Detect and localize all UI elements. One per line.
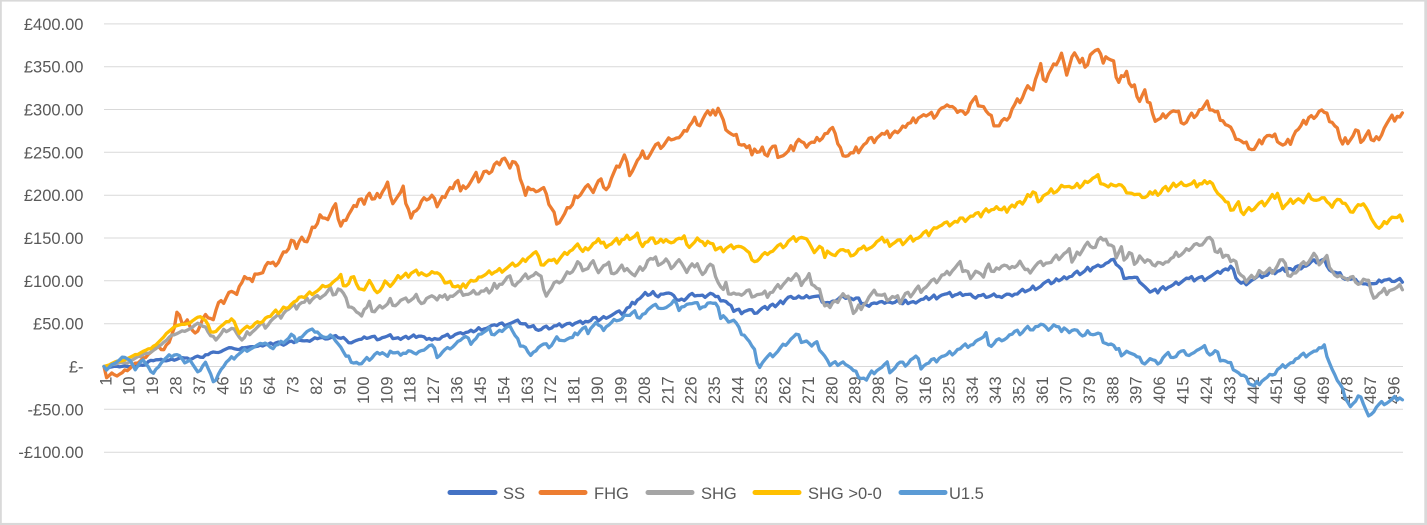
svg-text:64: 64: [261, 377, 279, 395]
svg-text:SHG: SHG: [701, 485, 737, 503]
svg-text:163: 163: [519, 377, 537, 405]
svg-text:145: 145: [472, 377, 490, 405]
svg-text:199: 199: [613, 377, 631, 405]
svg-text:FHG: FHG: [594, 485, 629, 503]
svg-text:-£50.00: -£50.00: [28, 401, 84, 419]
svg-text:415: 415: [1175, 377, 1193, 405]
svg-text:SHG >0-0: SHG >0-0: [808, 485, 882, 503]
svg-text:343: 343: [987, 377, 1005, 405]
svg-text:361: 361: [1034, 377, 1052, 405]
svg-text:316: 316: [917, 377, 935, 405]
svg-text:460: 460: [1292, 377, 1310, 405]
svg-text:91: 91: [332, 377, 350, 395]
svg-text:244: 244: [730, 377, 748, 405]
svg-text:280: 280: [823, 377, 841, 405]
svg-text:253: 253: [753, 377, 771, 405]
svg-text:55: 55: [238, 377, 256, 395]
svg-text:388: 388: [1104, 377, 1122, 405]
svg-text:118: 118: [402, 377, 420, 403]
svg-text:397: 397: [1128, 377, 1146, 405]
svg-text:£250.00: £250.00: [24, 144, 84, 162]
svg-text:£350.00: £350.00: [24, 59, 84, 77]
svg-text:406: 406: [1151, 377, 1169, 405]
svg-text:487: 487: [1362, 377, 1380, 405]
svg-text:289: 289: [847, 377, 865, 405]
svg-text:£50.00: £50.00: [33, 316, 83, 334]
svg-text:172: 172: [542, 377, 560, 405]
svg-text:181: 181: [566, 377, 584, 405]
svg-text:226: 226: [683, 377, 701, 405]
svg-text:£150.00: £150.00: [24, 230, 84, 248]
svg-text:325: 325: [940, 377, 958, 405]
svg-text:136: 136: [449, 377, 467, 405]
svg-text:1: 1: [97, 377, 115, 386]
svg-text:307: 307: [894, 377, 912, 405]
svg-text:127: 127: [425, 377, 443, 405]
svg-text:37: 37: [191, 377, 209, 395]
svg-text:235: 235: [706, 377, 724, 405]
svg-text:433: 433: [1221, 377, 1239, 405]
svg-text:10: 10: [121, 377, 139, 395]
svg-text:469: 469: [1315, 377, 1333, 405]
svg-text:82: 82: [308, 377, 326, 395]
svg-text:352: 352: [1011, 377, 1029, 405]
svg-text:424: 424: [1198, 377, 1216, 405]
svg-text:46: 46: [214, 377, 232, 395]
svg-text:100: 100: [355, 377, 373, 405]
svg-text:379: 379: [1081, 377, 1099, 405]
svg-text:478: 478: [1339, 377, 1357, 405]
svg-text:334: 334: [964, 377, 982, 405]
svg-text:£-: £-: [69, 359, 84, 377]
svg-text:271: 271: [800, 377, 818, 405]
svg-text:208: 208: [636, 377, 654, 405]
svg-text:451: 451: [1268, 377, 1286, 405]
svg-text:217: 217: [659, 377, 677, 405]
svg-text:154: 154: [495, 377, 513, 405]
svg-text:298: 298: [870, 377, 888, 405]
svg-text:28: 28: [168, 377, 186, 395]
svg-text:-£100.00: -£100.00: [18, 444, 83, 462]
svg-text:£400.00: £400.00: [24, 16, 84, 34]
svg-text:109: 109: [378, 377, 396, 405]
svg-text:£100.00: £100.00: [24, 273, 84, 291]
svg-text:19: 19: [144, 377, 162, 395]
svg-text:190: 190: [589, 377, 607, 405]
svg-text:£300.00: £300.00: [24, 102, 84, 120]
svg-text:£200.00: £200.00: [24, 187, 84, 205]
svg-text:73: 73: [285, 377, 303, 395]
svg-text:262: 262: [776, 377, 794, 405]
svg-text:SS: SS: [503, 485, 525, 503]
svg-text:370: 370: [1057, 377, 1075, 405]
svg-text:U1.5: U1.5: [949, 485, 984, 503]
